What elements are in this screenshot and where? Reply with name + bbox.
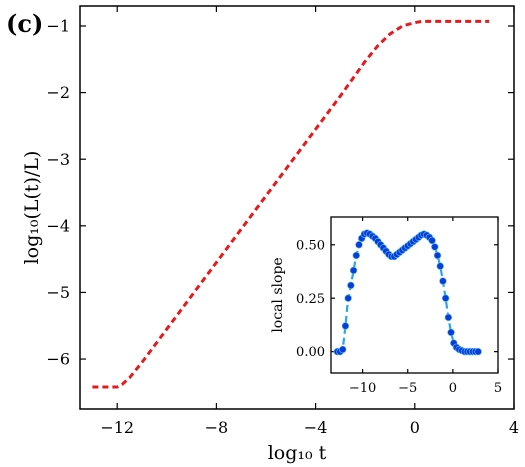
inset-data-point — [339, 345, 347, 354]
main-plot: −12 −8 −4 0 4 −6 −5 −4 −3 −2 −1 log₁₀ t log₁₀(L(t)… — [21, 5, 519, 464]
main-plot-frame — [79, 5, 515, 410]
main-x-tick-label: −12 — [100, 418, 134, 437]
main-x-tick-label: −8 — [205, 418, 229, 437]
main-y-tick-label: −5 — [46, 283, 70, 302]
inset-y-tick-label: 0.50 — [296, 238, 325, 253]
main-y-tick-label: −3 — [46, 150, 70, 169]
main-y-tick-label: −1 — [46, 17, 70, 36]
inset-tick-group: −10 −5 0 5 0.00 0.25 0.50 — [296, 217, 502, 396]
inset-data-point — [433, 251, 442, 260]
main-y-axis-label: log₁₀(L(t)/L) — [21, 151, 43, 265]
inset-y-tick-label: 0.25 — [296, 292, 325, 307]
inset-x-tick-label: 0 — [449, 381, 457, 396]
inset-data-point — [441, 294, 450, 302]
main-x-tick-label: 0 — [410, 418, 420, 437]
inset-data-point — [431, 243, 439, 251]
inset-data-point — [341, 322, 350, 330]
inset-marker-group — [333, 229, 482, 356]
inset-data-point — [436, 262, 444, 270]
panel-label: (c) — [6, 9, 43, 38]
main-x-tick-label: −4 — [304, 418, 328, 437]
inset-data-point — [474, 347, 482, 356]
inset-plot-frame — [330, 216, 499, 374]
inset-x-tick-label: −5 — [398, 381, 417, 396]
inset-plot: −10 −5 0 5 0.00 0.25 0.50 local slope — [270, 216, 502, 396]
inset-data-point — [344, 294, 352, 302]
inset-x-tick-label: 5 — [494, 381, 502, 396]
main-tick-group: −12 −8 −4 0 4 −6 −5 −4 −3 −2 −1 — [46, 6, 519, 437]
inset-y-tick-label: 0.00 — [296, 345, 325, 360]
main-x-tick-label: 4 — [509, 418, 519, 437]
main-series-line — [92, 19, 490, 389]
main-y-tick-label: −2 — [46, 83, 70, 102]
inset-data-point — [428, 236, 436, 245]
main-x-axis-label: log₁₀ t — [268, 442, 327, 464]
main-y-tick-label: −4 — [46, 216, 70, 235]
inset-data-point — [444, 313, 453, 322]
inset-data-point — [439, 277, 447, 285]
main-y-tick-label: −6 — [46, 350, 70, 369]
inset-data-point — [347, 281, 355, 290]
inset-y-axis-label: local slope — [270, 257, 286, 332]
inset-data-point — [352, 251, 360, 260]
inset-data-point — [355, 241, 363, 249]
inset-x-tick-label: −10 — [349, 381, 376, 396]
inset-data-point — [349, 266, 358, 275]
inset-data-point — [447, 328, 455, 337]
